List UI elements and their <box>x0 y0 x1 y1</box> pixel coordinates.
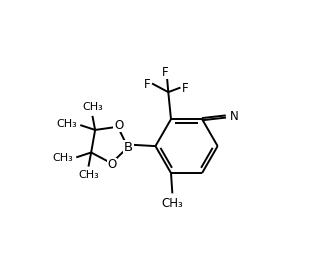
Text: F: F <box>182 82 189 95</box>
Text: O: O <box>114 119 123 132</box>
Text: CH₃: CH₃ <box>56 119 77 129</box>
Text: N: N <box>230 110 239 123</box>
Text: CH₃: CH₃ <box>78 170 99 180</box>
Text: F: F <box>144 78 151 91</box>
Text: CH₃: CH₃ <box>52 153 73 163</box>
Text: F: F <box>162 66 169 79</box>
Text: B: B <box>124 141 133 154</box>
Text: O: O <box>108 158 117 171</box>
Text: CH₃: CH₃ <box>161 197 183 209</box>
Text: CH₃: CH₃ <box>82 102 103 112</box>
